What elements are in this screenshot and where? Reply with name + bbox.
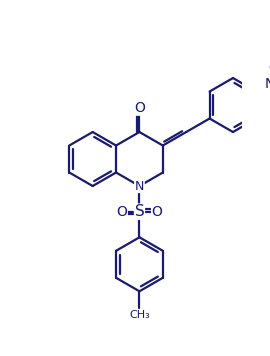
Text: O: O xyxy=(152,205,163,219)
Text: CH₃: CH₃ xyxy=(129,310,150,320)
Text: N: N xyxy=(265,77,270,91)
Text: O: O xyxy=(116,205,127,219)
Text: O: O xyxy=(269,61,270,75)
Text: S: S xyxy=(134,204,144,219)
Text: N: N xyxy=(135,179,144,193)
Text: O: O xyxy=(134,101,145,115)
